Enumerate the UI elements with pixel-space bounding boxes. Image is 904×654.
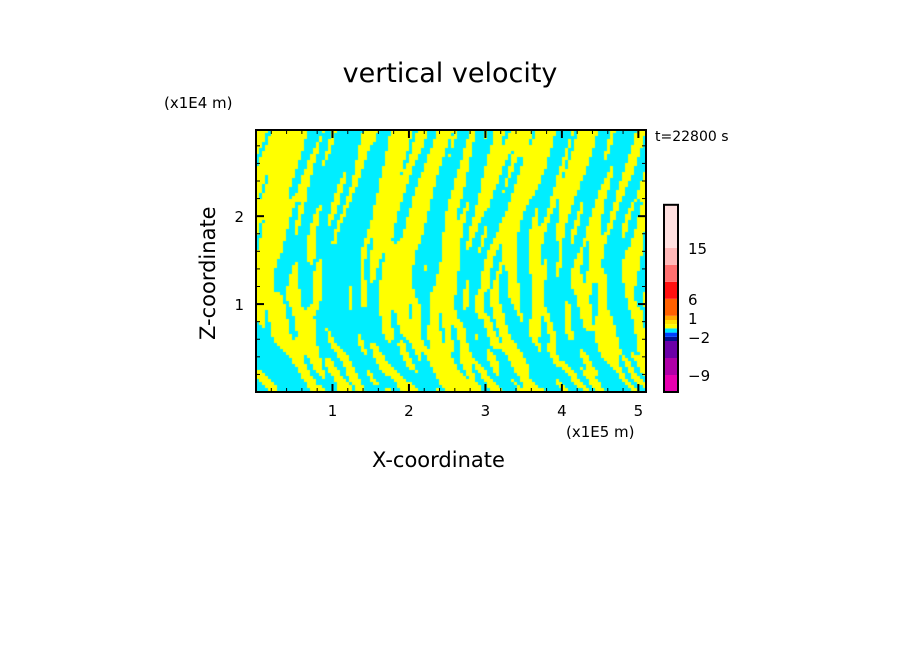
- colorbar-segment: [664, 332, 678, 337]
- x-tick-label: 2: [404, 402, 414, 420]
- colorbar-segment: [664, 315, 678, 320]
- colorbar-segment: [664, 375, 678, 392]
- colorbar-segment: [664, 204, 678, 248]
- y-unit-label: (x1E4 m): [164, 94, 233, 112]
- colorbar-label: −2: [688, 329, 710, 347]
- colorbar-segment: [664, 336, 678, 341]
- velocity-field: [256, 130, 646, 392]
- plot-frame: [255, 129, 647, 393]
- colorbar-frame: [663, 203, 679, 393]
- x-unit-label: (x1E5 m): [566, 423, 635, 441]
- colorbar-segment: [664, 328, 678, 333]
- colorbar-segment: [664, 324, 678, 329]
- colorbar-segment: [664, 281, 678, 299]
- x-tick-label: 3: [481, 402, 491, 420]
- colorbar-segment: [664, 298, 678, 316]
- colorbar-segment: [664, 358, 678, 375]
- colorbar-label: 6: [688, 291, 698, 309]
- colorbar-label: 1: [688, 310, 698, 328]
- time-annotation: t=22800 s: [655, 129, 729, 145]
- x-tick-label: 1: [328, 402, 338, 420]
- x-axis-label: X-coordinate: [372, 448, 505, 472]
- x-tick-label: 5: [634, 402, 644, 420]
- colorbar-segment: [664, 320, 678, 325]
- x-tick-label: 4: [557, 402, 567, 420]
- colorbar-segment: [664, 341, 678, 358]
- colorbar-segment: [664, 247, 678, 265]
- colorbar-segment: [664, 264, 678, 282]
- y-tick-label: 1: [234, 296, 244, 314]
- colorbar-label: 15: [688, 240, 707, 258]
- chart-title: vertical velocity: [342, 58, 558, 89]
- y-tick-label: 2: [234, 208, 244, 226]
- colorbar-label: −9: [688, 367, 710, 385]
